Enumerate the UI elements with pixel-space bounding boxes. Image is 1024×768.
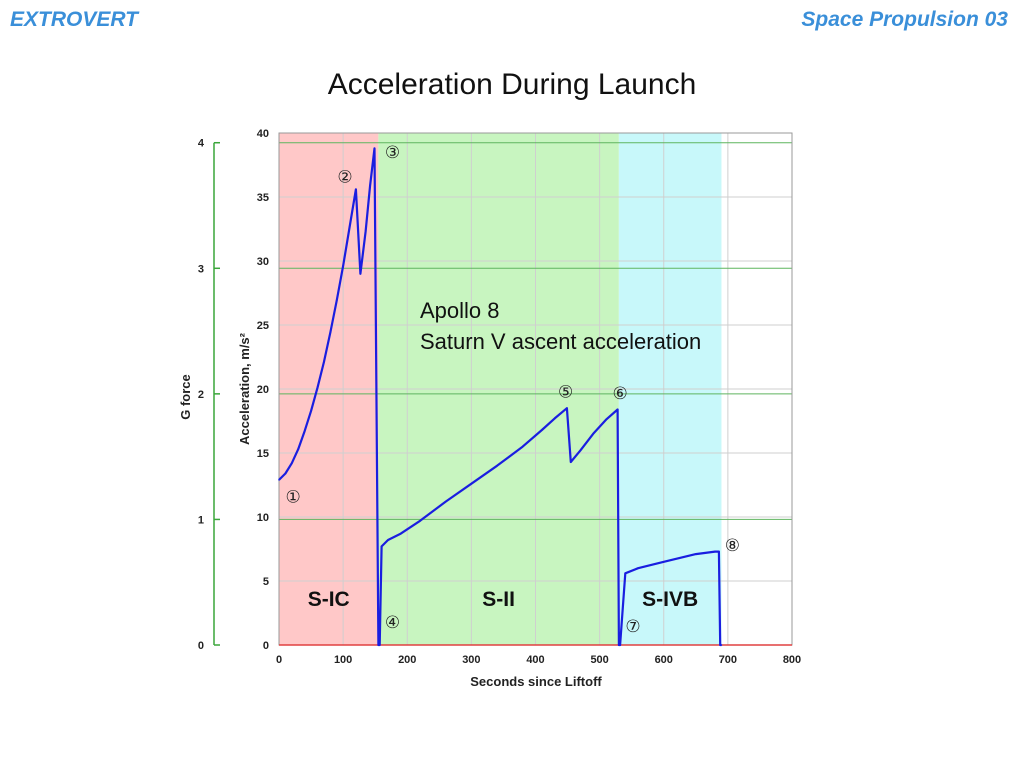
- y-tick-label: 0: [263, 640, 269, 652]
- data-point: [553, 417, 556, 420]
- y-tick-label: 20: [257, 384, 269, 396]
- y-tick-label: 35: [257, 192, 269, 204]
- data-point: [335, 299, 338, 302]
- data-point: [592, 433, 595, 435]
- g-tick-label: 2: [198, 389, 204, 401]
- data-point: [637, 567, 639, 569]
- x-tick-label: 200: [398, 654, 416, 666]
- data-point: [278, 479, 280, 481]
- g-tick-label: 3: [198, 263, 204, 275]
- x-tick-label: 700: [719, 654, 737, 666]
- data-point: [569, 461, 572, 463]
- y-tick-label: 25: [257, 320, 269, 332]
- data-point: [719, 644, 721, 646]
- stage-label-s-ic: S-IC: [308, 588, 350, 611]
- data-point: [342, 265, 344, 267]
- data-point: [348, 226, 351, 229]
- event-marker-7: ⑦: [625, 617, 640, 637]
- data-point: [619, 644, 621, 646]
- y-tick-labels: 0 5 10 15 20 25 30 35 40: [257, 128, 269, 652]
- x-tick-label: 800: [783, 654, 801, 666]
- g-axis-label: G force: [178, 374, 193, 420]
- data-point: [566, 407, 568, 410]
- data-point: [662, 561, 665, 563]
- g-tick-label: 4: [198, 138, 205, 150]
- g-tick-label: 1: [198, 514, 204, 526]
- data-point: [720, 644, 723, 646]
- event-marker-4: ④: [385, 613, 400, 633]
- data-point: [521, 445, 524, 448]
- data-point: [369, 184, 371, 187]
- stage-labels: S-IC S-II S-IVB: [308, 588, 698, 611]
- data-point: [387, 539, 389, 541]
- x-tick-label: 400: [526, 654, 544, 666]
- data-point: [291, 462, 293, 465]
- data-point: [616, 408, 619, 411]
- plot-frame: [278, 132, 793, 646]
- data-point: [400, 532, 402, 535]
- data-point: [377, 644, 380, 646]
- data-point: [541, 429, 543, 431]
- g-force-axis: 0 1 2 3 4: [198, 138, 220, 652]
- data-point: [316, 386, 319, 389]
- event-marker-8: ⑧: [725, 536, 740, 556]
- stage-label-s-ivb: S-IVB: [642, 588, 698, 611]
- data-point: [718, 550, 720, 553]
- data-point: [714, 550, 716, 553]
- y-tick-label: 30: [257, 256, 269, 268]
- stage-label-s-ii: S-II: [482, 588, 515, 611]
- data-point: [496, 465, 498, 467]
- x-tick-label: 0: [276, 654, 282, 666]
- data-point: [355, 188, 357, 191]
- event-marker-2: ②: [337, 168, 352, 188]
- g-force-reference-lines: [279, 142, 792, 520]
- data-point: [380, 545, 383, 548]
- y-tick-label: 5: [263, 576, 269, 588]
- data-point: [618, 644, 620, 646]
- y-tick-label: 15: [257, 448, 269, 460]
- data-point: [359, 273, 362, 275]
- data-point: [329, 331, 332, 334]
- g-tick-label: 0: [198, 640, 204, 652]
- data-point: [378, 644, 381, 646]
- event-markers: ① ② ③ ④ ⑤ ⑥ ⑦ ⑧: [285, 143, 740, 637]
- data-point: [303, 430, 306, 433]
- data-point: [373, 147, 376, 150]
- data-point: [579, 449, 582, 452]
- y-tick-label: 10: [257, 512, 269, 524]
- y-tick-label: 40: [257, 128, 269, 140]
- x-tick-label: 100: [334, 654, 352, 666]
- data-point: [695, 553, 697, 555]
- annotation-line-2: Saturn V ascent acceleration: [420, 329, 701, 354]
- event-marker-3: ③: [385, 143, 400, 163]
- data-point: [297, 448, 300, 450]
- x-tick-label: 600: [655, 654, 673, 666]
- data-point: [624, 572, 627, 575]
- data-point: [284, 472, 287, 475]
- data-point: [470, 482, 473, 485]
- x-tick-label: 500: [590, 654, 608, 666]
- annotation-line-1: Apollo 8: [420, 298, 500, 323]
- x-axis-label: Seconds since Liftoff: [470, 674, 602, 689]
- data-point: [323, 361, 325, 363]
- brand-label: EXTROVERT: [10, 8, 138, 31]
- course-label: Space Propulsion 03: [801, 8, 1008, 31]
- event-marker-1: ①: [285, 488, 300, 508]
- y-axis-label: Acceleration, m/s²: [237, 332, 252, 445]
- data-point: [605, 418, 607, 421]
- data-point: [310, 409, 312, 412]
- x-tick-labels: 0 100 200 300 400 500 600 700 800: [276, 654, 801, 666]
- event-marker-6: ⑥: [613, 384, 628, 404]
- slide-title: Acceleration During Launch: [327, 68, 697, 101]
- data-point: [444, 500, 447, 503]
- data-point: [419, 520, 421, 522]
- series-lines: [278, 147, 723, 647]
- data-point: [364, 230, 367, 233]
- x-tick-label: 300: [462, 654, 480, 666]
- event-marker-5: ⑤: [558, 383, 573, 403]
